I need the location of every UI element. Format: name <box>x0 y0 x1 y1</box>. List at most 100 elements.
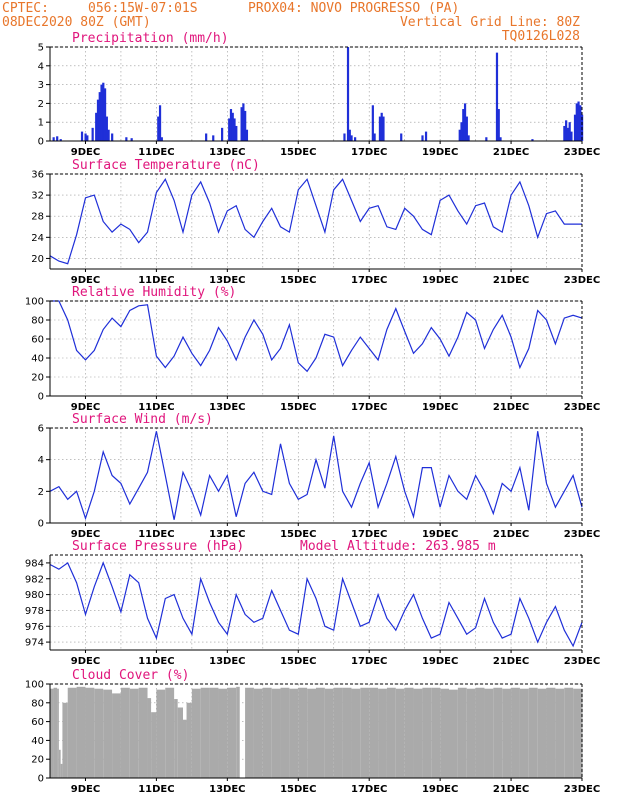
x-tick-label: 23DEC <box>564 275 600 286</box>
cloud-bar <box>57 688 59 778</box>
cloud-bar <box>67 687 77 778</box>
x-tick-label: 9DEC <box>71 147 100 158</box>
precip-bar <box>98 92 101 141</box>
cloud-bar <box>342 687 352 778</box>
header-model: TQ0126L028 <box>502 29 580 44</box>
cloud-bar <box>236 686 240 778</box>
cloud-bar <box>53 687 58 778</box>
cloud-bar <box>351 688 361 778</box>
cloud-bar <box>360 687 370 778</box>
cloud-bar <box>245 687 254 778</box>
cloud-bar <box>378 688 387 778</box>
cloud-bar <box>186 702 192 778</box>
x-tick-label: 9DEC <box>71 275 100 286</box>
panel-2: Relative Humidity (%) 0 20 40 60 80 100 9DEC 11D… <box>25 285 600 413</box>
x-tick-label: 9DEC <box>71 784 100 795</box>
cloud-bar <box>151 712 157 778</box>
cloud-bar <box>280 687 290 778</box>
cloud-bar <box>484 688 494 778</box>
cloud-bar <box>209 687 219 778</box>
precip-bar <box>499 137 502 141</box>
cloud-bar <box>174 699 178 778</box>
cloud-bar <box>177 707 183 778</box>
cloud-bar <box>386 687 396 778</box>
y-tick-label: 36 <box>31 170 44 181</box>
cloud-bar <box>582 688 583 778</box>
x-tick-label: 21DEC <box>493 529 529 540</box>
precip-bar <box>205 133 208 141</box>
x-tick-label: 19DEC <box>422 402 458 413</box>
x-tick-label: 17DEC <box>351 275 387 286</box>
x-tick-label: 13DEC <box>209 402 245 413</box>
x-tick-label: 23DEC <box>564 529 600 540</box>
x-tick-label: 13DEC <box>209 656 245 667</box>
y-tick-label: 984 <box>25 558 44 569</box>
precip-bar <box>105 116 108 141</box>
x-tick-label: 11DEC <box>138 656 174 667</box>
cloud-bar <box>528 687 538 778</box>
precip-bar <box>160 137 163 141</box>
precip-bar <box>495 52 499 141</box>
y-tick-label: 0 <box>38 392 44 403</box>
header-coords: 056:15W-07:01S <box>88 1 198 16</box>
cloud-bar <box>218 688 228 778</box>
cloud-bar <box>564 687 574 778</box>
precip-bar <box>95 112 98 141</box>
cloud-bar <box>431 687 441 778</box>
cloud-bar <box>191 688 201 778</box>
precip-bar <box>221 127 224 141</box>
precip-bar <box>157 116 160 141</box>
y-tick-label: 100 <box>25 297 44 308</box>
precip-bar <box>233 118 236 141</box>
series-line <box>49 561 583 648</box>
precip-bar <box>485 137 488 141</box>
precip-bar <box>80 131 84 141</box>
precip-bar <box>577 101 580 141</box>
panel-subtitle: Model Altitude: 263.985 m <box>300 539 496 554</box>
y-tick-label: 1 <box>38 118 44 129</box>
precip-bar <box>467 135 470 141</box>
precip-bar <box>59 139 62 141</box>
precip-bar <box>465 116 468 141</box>
cloud-bar <box>289 688 299 778</box>
x-tick-label: 23DEC <box>564 784 600 795</box>
cloud-bar <box>200 687 210 778</box>
y-tick-label: 978 <box>25 606 44 617</box>
cloud-bar <box>413 688 423 778</box>
panel-title: Surface Wind (m/s) <box>72 412 213 427</box>
x-tick-label: 15DEC <box>280 402 316 413</box>
cloud-bar <box>307 688 316 778</box>
precip-bar <box>107 129 110 141</box>
x-tick-label: 13DEC <box>209 784 245 795</box>
y-tick-label: 20 <box>31 755 44 766</box>
cloud-bar <box>50 688 54 778</box>
precip-bar <box>346 47 350 141</box>
cloud-bar <box>165 687 175 778</box>
precip-bar <box>575 103 578 141</box>
y-tick-label: 2 <box>38 99 44 110</box>
precip-bar <box>462 109 465 141</box>
y-tick-label: 0 <box>38 519 44 530</box>
precip-bar <box>380 112 383 141</box>
cloud-bar <box>519 688 529 778</box>
cloud-bar <box>183 719 187 778</box>
precip-bar <box>497 109 500 141</box>
cloud-bar <box>422 687 432 778</box>
precip-bar <box>125 137 128 141</box>
cloud-bar <box>253 688 263 778</box>
y-tick-label: 20 <box>31 373 44 384</box>
precip-bar <box>382 116 385 141</box>
y-tick-label: 40 <box>31 736 44 747</box>
precip-bar <box>343 133 346 141</box>
x-tick-label: 9DEC <box>71 529 100 540</box>
y-tick-label: 0 <box>38 774 44 785</box>
precip-bar <box>400 133 403 141</box>
x-tick-label: 19DEC <box>422 275 458 286</box>
cloud-bar <box>120 687 130 778</box>
cloud-bar <box>502 688 512 778</box>
x-tick-label: 21DEC <box>493 402 529 413</box>
precip-bar <box>56 136 59 141</box>
panel-title: Precipitation (mm/h) <box>72 31 229 46</box>
precip-bar <box>244 110 247 141</box>
x-tick-label: 11DEC <box>138 402 174 413</box>
